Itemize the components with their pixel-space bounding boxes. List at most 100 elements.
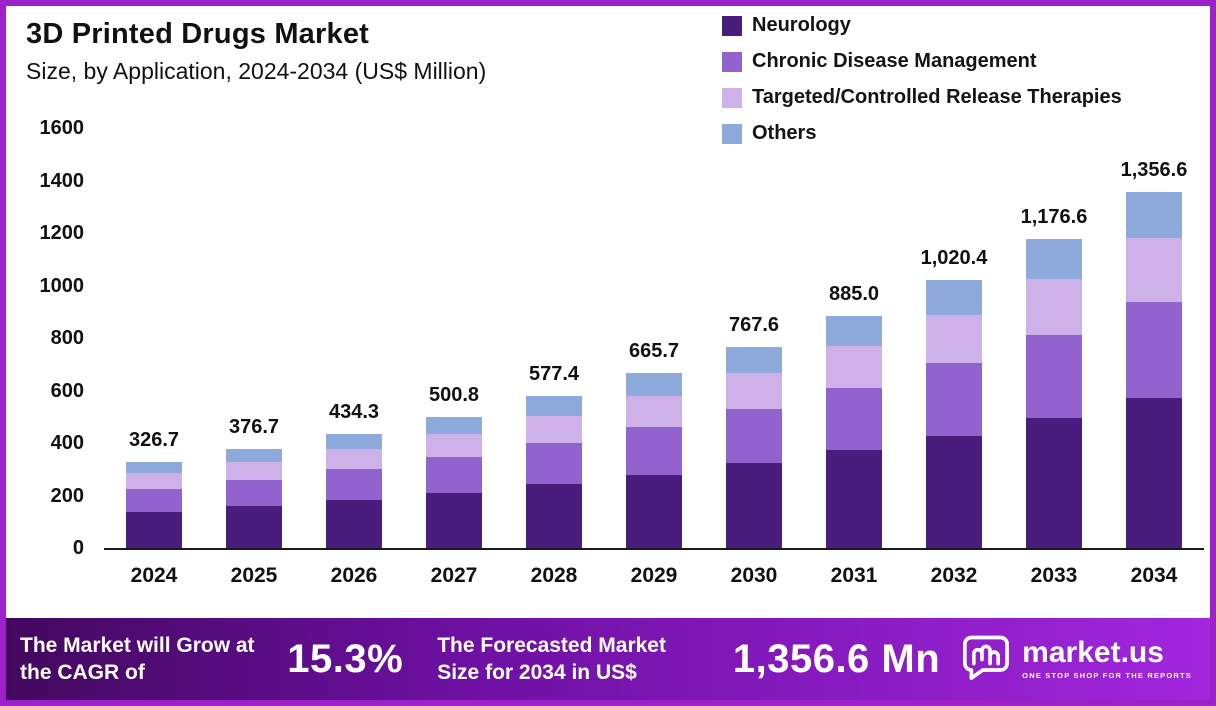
stacked-bar-2027	[426, 416, 482, 548]
y-axis-tick: 1600	[39, 117, 85, 139]
bar-column-2029: 665.7 2029	[604, 128, 704, 587]
bar-segment-others	[1126, 191, 1182, 239]
bar-segment-chronic-disease-management	[726, 408, 782, 464]
bar-segment-targeted-controlled-release-therapies	[626, 396, 682, 428]
x-axis-label: 2031	[830, 564, 878, 587]
bar-segment-targeted-controlled-release-therapies	[1026, 279, 1082, 335]
bar-segment-others	[726, 346, 782, 373]
bar-segment-targeted-controlled-release-therapies	[926, 314, 982, 364]
bar-column-2030: 767.6 2030	[704, 128, 804, 587]
bar-segment-others	[1026, 239, 1082, 280]
bar-segment-targeted-controlled-release-therapies	[226, 462, 282, 480]
legend-item-chronic-disease-management: Chronic Disease Management	[722, 50, 1122, 73]
bar-segment-neurology	[726, 463, 782, 548]
y-axis-tick: 200	[50, 484, 84, 507]
y-axis-tick: 0	[72, 537, 84, 559]
stacked-bar-2034	[1126, 191, 1182, 548]
y-axis-tick: 600	[50, 379, 84, 402]
bar-total-label: 500.8	[428, 383, 480, 406]
bar-segment-targeted-controlled-release-therapies	[1126, 238, 1182, 303]
bar-total-label: 665.7	[628, 340, 680, 363]
y-axis-tick: 1400	[39, 169, 85, 192]
legend-label: Others	[752, 122, 817, 144]
legend-item-targeted-controlled-release-therapies: Targeted/Controlled Release Therapies	[722, 86, 1122, 109]
legend-swatch	[722, 51, 742, 72]
page-subtitle: Size, by Application, 2024-2034 (US$ Mil…	[26, 58, 487, 84]
brand-text: market.us ONE STOP SHOP FOR THE REPORTS	[1022, 636, 1192, 681]
bar-column-2024: 326.7 2024	[104, 128, 204, 587]
bar-total-label: 885.0	[828, 282, 880, 305]
bar-total-label: 434.3	[328, 401, 380, 423]
bar-segment-neurology	[826, 450, 882, 548]
y-axis-tick: 800	[50, 327, 84, 349]
forecast-label: The Forecasted Market Size for 2034 in U…	[437, 633, 666, 684]
bar-column-2028: 577.4 2028	[504, 128, 604, 587]
bar-segment-targeted-controlled-release-therapies	[126, 473, 182, 489]
x-axis-label: 2027	[430, 564, 478, 587]
chart-legend: Neurology Chronic Disease Management Targe…	[722, 14, 1122, 145]
bar-segment-chronic-disease-management	[126, 488, 182, 512]
bar-segment-targeted-controlled-release-therapies	[526, 416, 582, 444]
bar-total-label: 767.6	[728, 313, 780, 336]
bar-column-2033: 1,176.6 2033	[1004, 128, 1104, 587]
bar-total-label: 1,356.6	[1120, 158, 1188, 181]
bar-segment-targeted-controlled-release-therapies	[826, 345, 882, 388]
bar-segment-others	[426, 416, 482, 434]
bar-segment-neurology	[1126, 398, 1182, 548]
brand-name: market.us	[1022, 636, 1164, 669]
cagr-value: 15.3%	[287, 636, 404, 681]
stacked-bar-2025	[226, 449, 282, 548]
bar-segment-chronic-disease-management	[1126, 302, 1182, 399]
stacked-bar-2030	[726, 346, 782, 548]
bar-segment-chronic-disease-management	[826, 387, 882, 451]
bar-segment-chronic-disease-management	[1026, 334, 1082, 419]
legend-swatch	[722, 15, 742, 36]
bar-segment-neurology	[426, 492, 482, 548]
x-axis-label: 2028	[530, 564, 578, 587]
plot-area: 326.7 2024 376.7 2025 434.3 2026 500.8 2027 577.…	[104, 128, 1204, 587]
stacked-bar-2033	[1026, 239, 1082, 548]
bar-segment-neurology	[526, 484, 582, 548]
forecast-value: 1,356.6 Mn	[732, 636, 941, 681]
bar-segment-chronic-disease-management	[526, 443, 582, 485]
x-axis-label: 2026	[330, 564, 378, 587]
legend-item-others: Others	[722, 122, 1122, 145]
footer-banner: The Market will Grow at the CAGR of 15.3…	[6, 618, 1210, 700]
bar-segment-others	[226, 449, 282, 462]
x-axis-label: 2032	[930, 564, 978, 587]
bar-segment-others	[926, 280, 982, 315]
bar-segment-neurology	[626, 474, 682, 548]
legend-label: Targeted/Controlled Release Therapies	[752, 86, 1122, 108]
y-axis-tick: 400	[50, 432, 84, 454]
bar-segment-others	[126, 462, 182, 474]
y-axis-tick: 1000	[39, 274, 85, 297]
bar-segment-others	[626, 373, 682, 397]
bar-segment-neurology	[926, 435, 982, 548]
bar-column-2031: 885.0 2031	[804, 128, 904, 587]
bar-column-2027: 500.8 2027	[404, 128, 504, 587]
page-title: 3D Printed Drugs Market	[26, 18, 370, 50]
brand-tagline: ONE STOP SHOP FOR THE REPORTS	[1022, 671, 1192, 680]
legend-item-neurology: Neurology	[722, 14, 1122, 37]
bar-segment-neurology	[326, 500, 382, 548]
stacked-bar-chart: 0 200 400 600 800 1000 1200 1400 1600 326.7 2024 3…	[24, 117, 1206, 598]
legend-label: Chronic Disease Management	[752, 50, 1037, 72]
bar-segment-chronic-disease-management	[926, 363, 982, 436]
bar-segment-chronic-disease-management	[226, 479, 282, 507]
bar-segment-others	[826, 315, 882, 346]
x-axis-label: 2030	[730, 564, 778, 587]
bar-column-2034: 1,356.6 2034	[1104, 128, 1204, 587]
stacked-bar-2032	[926, 280, 982, 548]
x-axis-label: 2025	[230, 564, 278, 587]
header: 3D Printed Drugs Market Size, by Applica…	[26, 18, 486, 85]
y-axis: 0 200 400 600 800 1000 1200 1400 1600	[24, 117, 85, 559]
stacked-bar-2028	[526, 396, 582, 548]
bar-segment-others	[526, 396, 582, 417]
bar-segment-chronic-disease-management	[326, 469, 382, 501]
y-axis-tick: 1200	[39, 222, 85, 244]
stacked-bar-2024	[126, 462, 182, 548]
bar-segment-targeted-controlled-release-therapies	[726, 372, 782, 409]
bar-column-2025: 376.7 2025	[204, 128, 304, 587]
stacked-bar-2026	[326, 434, 382, 548]
